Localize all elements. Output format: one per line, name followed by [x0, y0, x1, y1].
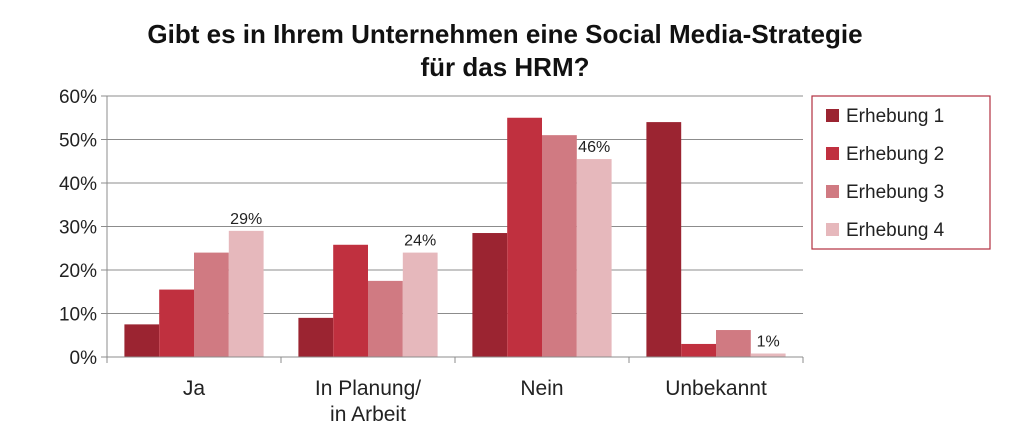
legend: Erhebung 1 Erhebung 2 Erhebung 3 Erhebung 4 [811, 95, 991, 250]
bar [194, 252, 229, 357]
category-label: in Arbeit [330, 403, 406, 426]
data-label: 46% [578, 139, 610, 156]
bar [228, 230, 264, 357]
bar [298, 317, 334, 357]
y-tick-label: 0% [70, 348, 98, 369]
bar [507, 117, 542, 357]
data-labels: 29% 24% 46% 1% [230, 139, 780, 350]
category-label: Ja [183, 377, 206, 400]
bar [368, 280, 403, 357]
category-label: In Planung/ [315, 377, 421, 400]
bar [402, 252, 438, 357]
legend-swatch [826, 185, 839, 198]
bar [542, 135, 577, 357]
legend-box [811, 95, 991, 250]
y-tick-label: 30% [59, 218, 97, 239]
data-label: 29% [230, 211, 262, 228]
legend-swatch [826, 147, 839, 160]
chart-title-line-1: Gibt es in Ihrem Unternehmen eine Social… [147, 19, 862, 49]
bar [681, 343, 716, 357]
y-tick-label: 20% [59, 261, 97, 282]
bar [472, 233, 508, 357]
bar [576, 159, 612, 357]
legend-label: Erhebung 2 [846, 144, 944, 165]
category-label: Nein [520, 377, 563, 400]
bar [750, 353, 786, 357]
data-label: 24% [404, 233, 436, 250]
y-tick-label: 10% [59, 305, 97, 326]
legend-swatch [826, 223, 839, 236]
chart-title-line-2: für das HRM? [421, 52, 590, 82]
legend-label: Erhebung 4 [846, 220, 945, 241]
bar [333, 244, 368, 357]
legend-label: Erhebung 3 [846, 182, 944, 203]
y-axis-ticks: 0% 10% 20% 30% 40% 50% 60% [59, 87, 108, 369]
category-labels: Ja In Planung/in Arbeit Nein Unbekannt [106, 357, 804, 426]
bar [124, 324, 160, 357]
y-tick-label: 50% [59, 131, 97, 152]
bar [646, 122, 682, 357]
data-label: 1% [757, 334, 780, 351]
bars [124, 117, 786, 357]
bar [159, 289, 194, 357]
bar [716, 330, 751, 357]
y-tick-label: 40% [59, 174, 97, 195]
legend-label: Erhebung 1 [846, 106, 944, 127]
legend-swatch [826, 109, 839, 122]
category-label: Unbekannt [665, 377, 767, 400]
y-tick-label: 60% [59, 87, 97, 108]
